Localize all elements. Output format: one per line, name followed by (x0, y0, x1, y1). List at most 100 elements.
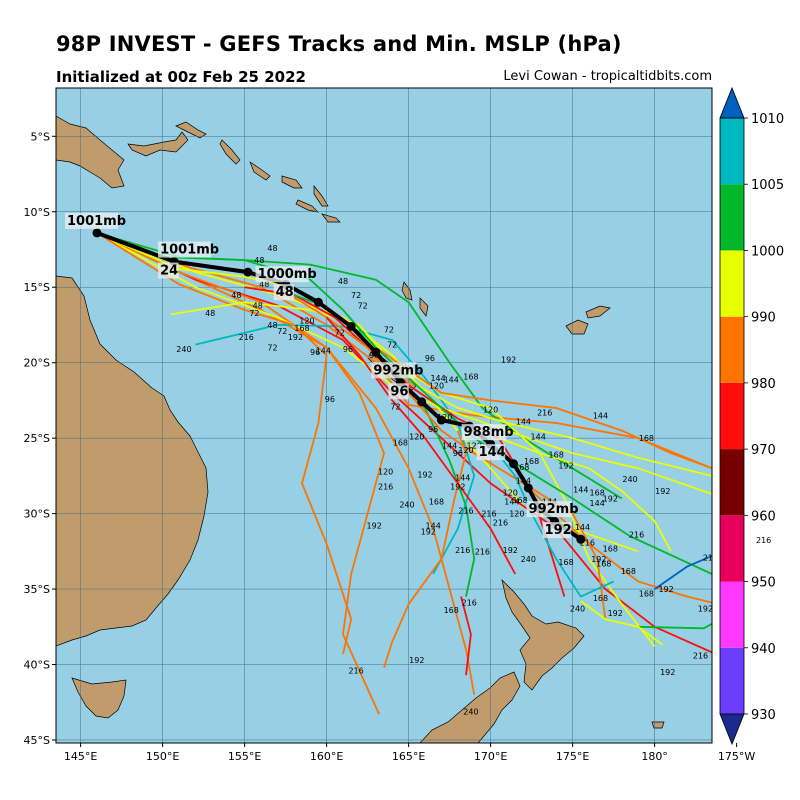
latitude-ticks: 5°S 10°S 15°S 20°S 25°S 30°S 35°S 40°S 45°S (24, 130, 56, 747)
colorbar-label: 1010 (751, 112, 784, 127)
colorbar-min-extension (719, 713, 745, 746)
forecast-hour-label: 240 (570, 605, 585, 614)
member-track (96, 232, 353, 655)
forecast-hour-label: 216 (580, 538, 595, 547)
land-solomons-1 (249, 161, 271, 181)
forecast-hour-label: 192 (367, 522, 382, 531)
forecast-hour-label: 168 (596, 559, 611, 568)
forecast-hour-label: 120 (429, 381, 444, 390)
mean-track-label: 192 (545, 523, 572, 538)
forecast-hour-label: 192 (288, 333, 303, 342)
land-solomons-3 (313, 185, 329, 207)
mean-label-box (461, 424, 507, 441)
mean-label-box (476, 444, 506, 461)
land-new-ireland (175, 121, 207, 139)
mean-track-point (243, 267, 253, 277)
land-fiji-1 (565, 319, 589, 335)
colorbar-label: 930 (751, 708, 776, 723)
forecast-hour-label: 72 (277, 327, 287, 336)
forecast-hour-label: 168 (524, 457, 539, 466)
forecast-hour-label: 72 (387, 341, 397, 350)
x-tick-label: 155°E (228, 750, 261, 763)
colorbar-label: 980 (751, 377, 776, 392)
member-track (276, 286, 607, 620)
forecast-hour-label: 168 (514, 463, 529, 472)
forecast-hour-label: 216 (481, 510, 496, 519)
member-track (170, 301, 656, 647)
member-track (498, 437, 672, 552)
forecast-hour-label: 192 (421, 528, 436, 537)
x-tick-label: 175°E (556, 750, 589, 763)
forecast-hour-label: 240 (399, 501, 414, 510)
mean-track-point (509, 459, 519, 469)
forecast-hour-label: 48 (267, 321, 277, 330)
forecast-hour-label: 192 (591, 555, 606, 564)
x-tick-label: 175°W (718, 750, 755, 763)
forecast-hour-label: 192 (658, 585, 673, 594)
forecast-hour-label: 216 (703, 553, 718, 562)
mean-track-label: 96 (390, 384, 408, 399)
forecast-hour-label: 192 (558, 461, 573, 470)
forecast-hour-label: 192 (501, 356, 516, 365)
forecast-hour-label: 168 (639, 590, 654, 599)
mean-track-label: 992mb (529, 502, 579, 517)
y-tick-label: 20°S (24, 357, 50, 370)
land-chatham (651, 721, 665, 729)
mean-track-point (92, 228, 102, 238)
forecast-hour-label: 192 (660, 668, 675, 677)
colorbar-label: 970 (751, 443, 776, 458)
forecast-hour-label: 72 (384, 325, 394, 334)
mean-track-point (576, 534, 586, 544)
forecast-hour-label: 48 (253, 301, 263, 310)
forecast-hour-label: 168 (549, 451, 564, 460)
forecast-hour-label: 48 (259, 280, 269, 289)
forecast-hour-label: 120 (483, 405, 498, 414)
y-tick-label: 30°S (24, 508, 50, 521)
colorbar-segment (720, 449, 744, 516)
forecast-hour-label: 48 (231, 291, 241, 300)
forecast-hour-label: 120 (467, 442, 482, 451)
forecast-hour-label: 120 (458, 446, 473, 455)
forecast-hour-label: 216 (693, 651, 708, 660)
forecast-hour-label: 120 (378, 467, 393, 476)
forecast-hour-label: 216 (537, 408, 552, 417)
x-tick-label: 150°E (146, 750, 179, 763)
forecast-hour-label: 144 (426, 522, 441, 531)
credit-text: Levi Cowan - tropicaltidbits.com (503, 69, 712, 84)
mean-track-point (523, 483, 533, 493)
mean-label-box (255, 266, 309, 283)
forecast-hour-label: 240 (463, 707, 478, 716)
land-nz-south (419, 671, 521, 743)
forecast-hour-label: 216 (239, 333, 254, 342)
x-tick-label: 145°E (64, 750, 97, 763)
mean-track-label: 1001mb (160, 243, 219, 258)
colorbar-label: 990 (751, 311, 776, 326)
forecast-hour-label: 144 (430, 374, 445, 383)
forecast-hour-label: 144 (504, 498, 519, 507)
forecast-hour-label: 168 (621, 567, 636, 576)
member-track (460, 596, 472, 676)
forecast-hour-label: 192 (417, 470, 432, 479)
forecast-hour-label: 192 (608, 609, 623, 618)
forecast-hour-label: 192 (655, 487, 670, 496)
forecast-hour-label: 144 (590, 499, 605, 508)
mean-label-box (388, 383, 409, 400)
colorbar-label: 1000 (751, 244, 784, 259)
forecast-hour-label: 144 (316, 347, 331, 356)
forecast-hour-labels: 4848484848484872487272727272729696969672… (176, 244, 718, 716)
colorbar-side-hour-label: 216 (756, 536, 771, 545)
chart-title: 98P INVEST - GEFS Tracks and Min. MSLP (… (56, 32, 622, 56)
forecast-hour-label: 216 (493, 519, 508, 528)
member-track (96, 232, 712, 654)
forecast-hour-label: 168 (558, 558, 573, 567)
x-tick-label: 160°E (310, 750, 343, 763)
mean-track-label: 144 (479, 445, 506, 460)
forecast-hour-label: 240 (176, 345, 191, 354)
forecast-hour-label: 216 (629, 531, 644, 540)
mean-label-box (65, 212, 119, 229)
colorbar-label: 940 (751, 642, 776, 657)
member-track (195, 323, 476, 575)
colorbar-segment (720, 581, 744, 648)
y-tick-label: 45°S (24, 734, 50, 747)
